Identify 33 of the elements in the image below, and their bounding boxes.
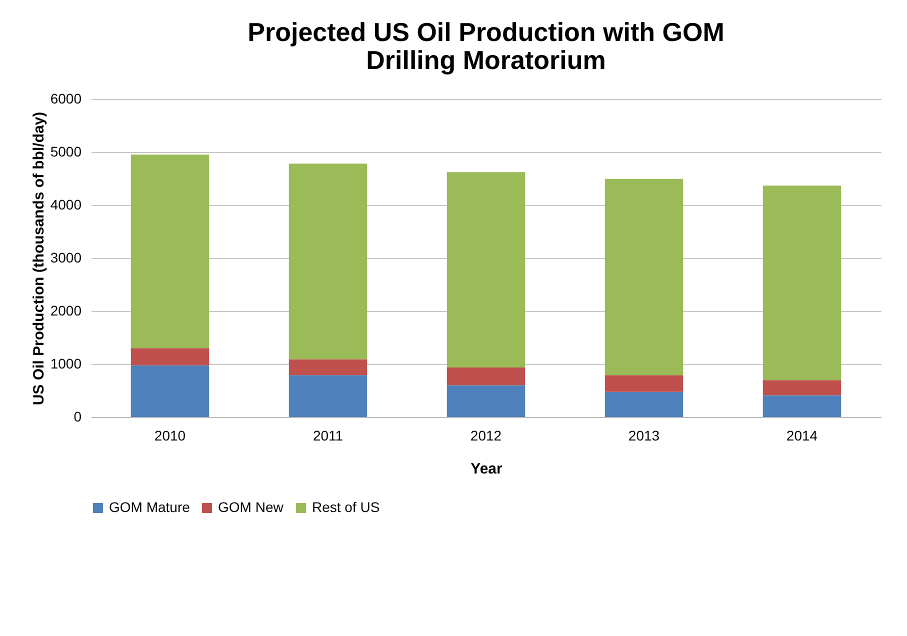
bar: [604, 392, 684, 417]
bar: [130, 365, 210, 417]
bar: [604, 179, 684, 376]
chart-title: Projected US Oil Production with GOM Drilling Moratorium: [248, 17, 724, 75]
bar: [446, 172, 526, 368]
bar: [446, 367, 526, 386]
y-tick-label: 6000: [50, 90, 82, 106]
x-tick-label: 2014: [786, 428, 818, 444]
y-tick-label: 0: [74, 408, 82, 424]
bar: [762, 186, 842, 380]
legend-label: GOM New: [218, 499, 284, 515]
bar: [130, 154, 210, 348]
bar: [288, 359, 368, 376]
bar: [604, 375, 684, 392]
x-tick-label: 2012: [470, 428, 502, 444]
bar: [130, 348, 210, 366]
bar: [762, 380, 842, 396]
x-tick-label: 2011: [312, 428, 344, 444]
y-tick-label: 5000: [50, 144, 82, 160]
x-tick-label: 2010: [154, 428, 186, 444]
bar: [288, 375, 368, 417]
legend-label: Rest of US: [312, 499, 380, 515]
y-tick-label: 1000: [50, 356, 82, 372]
y-tick-label: 3000: [50, 250, 82, 266]
y-axis-title: US Oil Production (thousands of bbl/day): [30, 112, 48, 406]
bar: [288, 164, 368, 360]
legend-label: GOM Mature: [109, 499, 190, 515]
bar: [762, 395, 842, 417]
x-axis-title: Year: [470, 460, 503, 478]
bar: [446, 385, 526, 417]
x-tick-label: 2013: [628, 428, 660, 444]
y-tick-label: 2000: [50, 302, 82, 318]
y-tick-label: 4000: [50, 196, 82, 212]
